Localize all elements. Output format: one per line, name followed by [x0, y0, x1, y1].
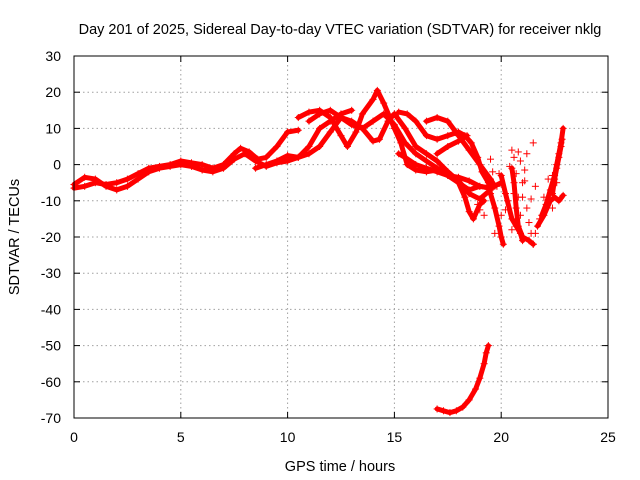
x-tick-label: 15 [387, 429, 403, 445]
y-axis-label: SDTVAR / TECUs [7, 179, 23, 295]
chart-title: Day 201 of 2025, Sidereal Day-to-day VTE… [79, 22, 602, 38]
y-tick-label: 20 [45, 84, 61, 100]
y-tick-label: 30 [45, 48, 61, 64]
x-tick-label: 20 [493, 429, 509, 445]
y-tick-label: -40 [41, 301, 61, 317]
data-series-arc-early [71, 127, 301, 191]
x-tick-label: 0 [70, 429, 78, 445]
data-series-arc-late-c [396, 151, 487, 222]
x-tick-label: 25 [600, 429, 616, 445]
y-tick-label: -60 [41, 374, 61, 390]
y-tick-label: -30 [41, 265, 61, 281]
data-series-arc-mid-c [306, 107, 493, 191]
y-tick-label: -20 [41, 229, 61, 245]
x-axis-label: GPS time / hours [285, 459, 395, 475]
y-tick-label: -10 [41, 193, 61, 209]
data-series-arc-deep [434, 343, 491, 416]
data-series-arc-late-b [423, 115, 498, 189]
data-series-arc-late-d [434, 133, 470, 157]
y-tick-label: -70 [41, 410, 61, 426]
series-layer [70, 86, 567, 417]
scatter-layer [474, 139, 561, 248]
tick-layer [73, 55, 609, 419]
grid-layer [74, 56, 608, 418]
tick-label-layer: 0 5 10 15 20 25 30 20 10 0 -10 -20 -30 -40 -50 -60 -70 [41, 48, 616, 445]
y-tick-label: 0 [53, 157, 61, 173]
x-tick-label: 5 [177, 429, 185, 445]
y-tick-label: 10 [45, 120, 61, 136]
x-tick-label: 10 [280, 429, 296, 445]
y-tick-label: -50 [41, 338, 61, 354]
